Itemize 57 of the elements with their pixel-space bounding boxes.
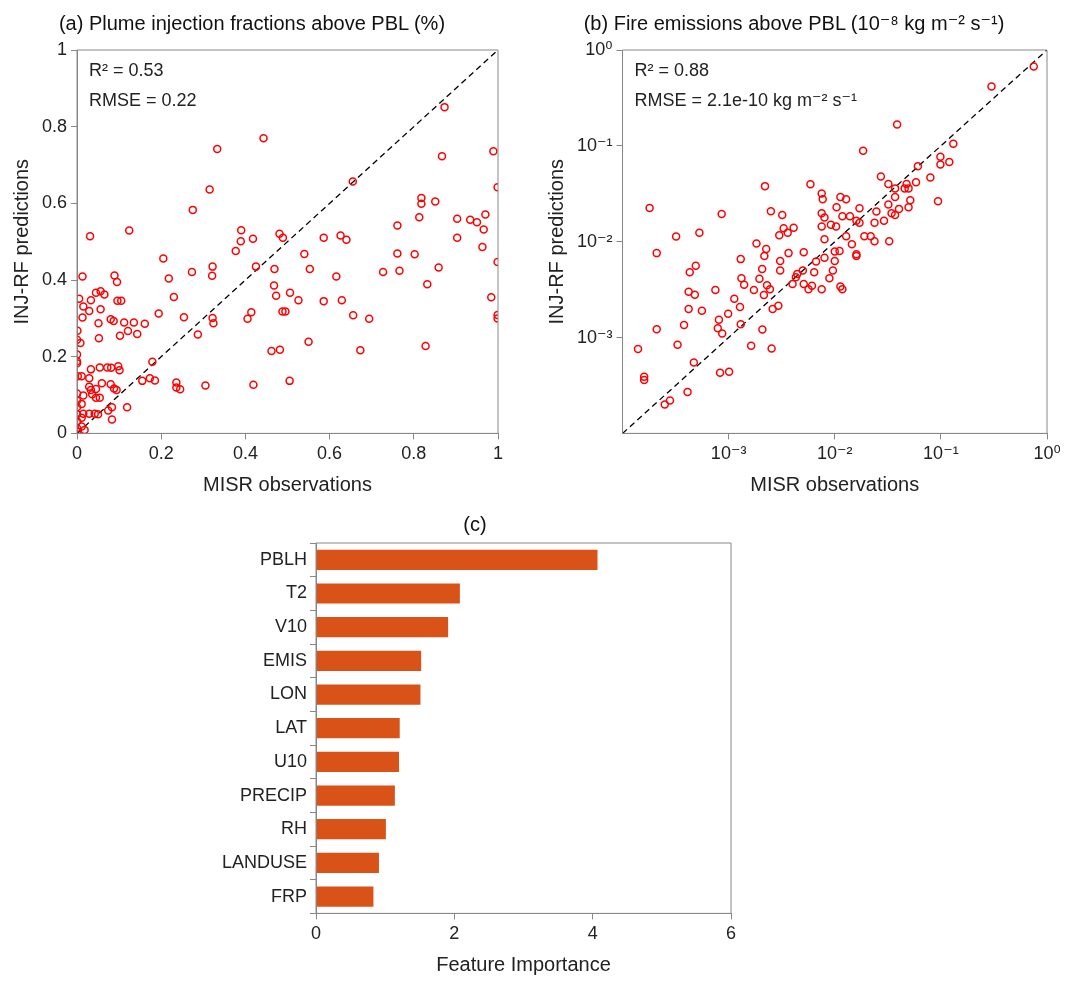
y-tick-label: FRP	[271, 885, 308, 906]
y-tick-label: 1	[57, 38, 68, 59]
y-tick-label: LON	[270, 683, 308, 704]
y-tick-label: PRECIP	[239, 784, 308, 805]
y-tick-label: 10⁻²	[576, 230, 613, 251]
chart-title: (a) Plume injection fractions above PBL (%)	[58, 11, 446, 34]
bar	[316, 852, 379, 873]
x-axis-title: MISR observations	[750, 472, 920, 495]
y-tick-label: T2	[286, 582, 308, 603]
annotation: RMSE = 0.22	[89, 89, 197, 110]
y-tick-label: RH	[281, 818, 308, 839]
y-tick-label: 0.8	[41, 115, 68, 136]
bar	[316, 785, 395, 806]
x-tick-label: 4	[587, 923, 598, 944]
x-tick-label: 10⁻²	[816, 443, 853, 464]
y-tick-label: LANDUSE	[221, 851, 308, 872]
x-tick-label: 10⁻¹	[923, 443, 959, 464]
y-tick-label: 0	[57, 422, 68, 443]
bar	[316, 684, 421, 705]
bar	[316, 751, 400, 772]
x-tick-label: 10⁻³	[710, 443, 747, 464]
chart-title: (c)	[463, 512, 487, 535]
y-tick-label: 10⁰	[585, 38, 613, 59]
bar	[316, 718, 400, 739]
annotation: R² = 0.88	[634, 59, 710, 80]
x-axis-title: MISR observations	[203, 472, 372, 495]
y-tick-label: 0.2	[41, 345, 68, 366]
bar	[316, 650, 422, 671]
y-tick-label: 0.6	[41, 192, 68, 213]
y-axis-title: INJ-RF predictions	[9, 158, 32, 325]
x-tick-label: 2	[449, 923, 460, 944]
x-tick-label: 0.8	[401, 443, 427, 464]
x-tick-label: 0.6	[317, 443, 343, 464]
y-tick-label: U10	[273, 750, 308, 771]
y-tick-label: PBLH	[259, 548, 308, 569]
y-axis-title: INJ-RF predictions	[544, 158, 567, 325]
x-tick-label: 0.2	[148, 443, 174, 464]
x-tick-label: 0	[72, 443, 83, 464]
x-tick-label: 10⁰	[1033, 443, 1061, 464]
y-tick-label: EMIS	[263, 649, 308, 670]
y-tick-label: 0.4	[41, 269, 68, 290]
bar	[316, 819, 386, 840]
x-tick-label: 6	[725, 923, 737, 944]
bar	[316, 617, 449, 638]
y-tick-label: 10⁻¹	[576, 134, 613, 155]
annotation: RMSE = 2.1e-10 kg m⁻² s⁻¹	[634, 89, 858, 110]
x-axis-title: Feature Importance	[436, 952, 611, 975]
x-tick-label: 1	[492, 443, 504, 464]
bar	[316, 583, 460, 604]
chart-title: (b) Fire emissions above PBL (10⁻⁸ kg m⁻² s⁻¹)	[583, 11, 1005, 34]
y-tick-label: 10⁻³	[576, 326, 613, 347]
y-tick-label: LAT	[275, 717, 308, 738]
annotation: R² = 0.53	[89, 59, 164, 80]
y-tick-label: V10	[274, 616, 308, 637]
x-tick-label: 0	[311, 923, 322, 944]
bar	[316, 549, 598, 570]
bar	[316, 886, 374, 907]
